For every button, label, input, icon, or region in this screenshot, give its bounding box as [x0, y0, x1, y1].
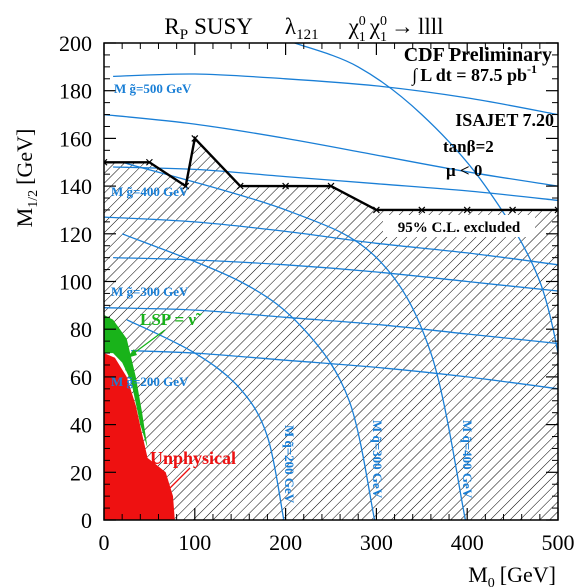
y-axis-label: M1/2 [GeV] — [12, 129, 41, 228]
lsp-label: LSP = ν̃ — [140, 310, 202, 329]
y-tick-label: 0 — [81, 508, 92, 533]
title-process-b-sup: 0 — [380, 14, 387, 29]
lumi-sup: -1 — [527, 62, 537, 76]
title-process-a-sup: 0 — [359, 14, 366, 29]
x-tick-label: 500 — [542, 530, 575, 555]
y-axis-label-sub: 1/2 — [26, 190, 41, 208]
exclusion-point — [327, 182, 335, 190]
title-model-sub: P — [180, 27, 188, 43]
lsp-pointer-head — [127, 349, 137, 358]
squark-200-label: M q̃=200 GeV — [282, 425, 297, 504]
squark-300-label: M q̃=300 GeV — [370, 420, 385, 499]
title: RP SUSY λ121 χ0 1 χ0 1 → llll — [164, 14, 443, 45]
lumi-label: ∫ L dt = 87.5 pb-1 — [411, 62, 537, 86]
squark-contour-steep — [294, 43, 558, 357]
y-tick-label: 80 — [70, 317, 92, 342]
lumi-integral: ∫ — [411, 65, 418, 86]
exclusion-point — [372, 206, 380, 214]
mu-label: μ < 0 — [446, 161, 482, 180]
y-tick-label: 100 — [59, 270, 92, 295]
y-axis-label-unit: [GeV] — [12, 129, 37, 185]
excluded-label-box — [383, 215, 535, 237]
contour-curve-3 — [104, 307, 558, 345]
x-axis-label-sub: 0 — [488, 576, 495, 588]
gluino-contour-400 — [113, 166, 558, 202]
title-coupling: λ — [285, 14, 297, 39]
y-tick-label: 40 — [70, 413, 92, 438]
lsp-sneutrino-region — [104, 314, 148, 449]
exclusion-point — [282, 182, 290, 190]
lumi-value: L dt = 87.5 pb — [420, 65, 527, 85]
x-tick-label: 300 — [360, 530, 393, 555]
y-axis-label-main: M — [12, 208, 37, 228]
x-axis-label-main: M — [468, 562, 488, 587]
unphysical-label: Unphysical — [150, 448, 236, 468]
exclusion-point — [191, 134, 199, 142]
y-tick-label: 200 — [59, 31, 92, 56]
title-process-a: χ — [348, 14, 360, 39]
y-tick-label: 160 — [59, 126, 92, 151]
generator-label: ISAJET 7.20 — [455, 110, 554, 130]
title-process-final: llll — [418, 14, 444, 39]
x-axis-label-unit: [GeV] — [500, 562, 556, 587]
squark-contour-400 — [122, 161, 467, 520]
y-tick-label: 180 — [59, 79, 92, 104]
x-axis-label: M0 [GeV] — [468, 562, 556, 588]
y-tick-label: 120 — [59, 222, 92, 247]
y-tick-label: 20 — [70, 460, 92, 485]
gluino-500-label: M g̃=500 GeV — [114, 81, 192, 96]
x-tick-label: 200 — [269, 530, 302, 555]
gluino-contour-300 — [113, 256, 558, 292]
x-tick-label: 100 — [178, 530, 211, 555]
exclusion-boundary-line — [104, 135, 558, 212]
unphysical-pointer — [165, 467, 191, 493]
title-process-b: χ — [369, 14, 381, 39]
title-process-b-sub: 1 — [380, 30, 387, 45]
title-process-a-sub: 1 — [359, 30, 366, 45]
tanbeta-label: tanβ=2 — [443, 137, 494, 156]
title-model: R — [164, 14, 180, 39]
exclusion-point — [418, 206, 426, 214]
excluded-label: 95% C.L. excluded — [398, 220, 521, 236]
title-process-arrow: → — [391, 14, 414, 39]
exclusion-point — [463, 206, 471, 214]
x-tick-label: 400 — [451, 530, 484, 555]
y-tick-label: 140 — [59, 174, 92, 199]
exclusion-point — [145, 158, 153, 166]
experiment-label: CDF Preliminary — [404, 44, 552, 66]
squark-contour-200 — [126, 319, 285, 520]
gluino-300-label: M g̃=300 GeV — [111, 284, 189, 299]
squark-400-label: M q̃=400 GeV — [460, 420, 475, 499]
unphysical-region — [104, 353, 175, 520]
exclusion-point — [104, 158, 108, 166]
exclusion-point — [554, 206, 558, 214]
contour-curve-2 — [104, 216, 558, 266]
exclusion-point — [182, 182, 190, 190]
y-tick-label: 60 — [70, 365, 92, 390]
gluino-400-label: M g̃=400 GeV — [111, 184, 189, 199]
gluino-200-label: M g̃=200 GeV — [111, 374, 189, 389]
gluino-contour-500 — [113, 73, 558, 116]
title-coupling-sub: 121 — [296, 27, 319, 43]
exclusion-point — [236, 182, 244, 190]
lsp-pointer — [129, 329, 166, 357]
title-model-rest: SUSY — [194, 14, 253, 39]
exclusion-point — [509, 206, 517, 214]
squark-contour-300 — [121, 233, 376, 520]
x-tick-label: 0 — [99, 530, 110, 555]
